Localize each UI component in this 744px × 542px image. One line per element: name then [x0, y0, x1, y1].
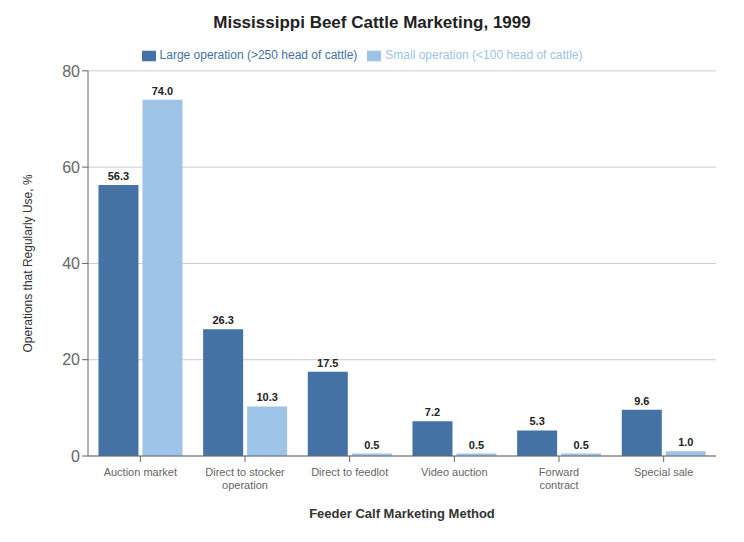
svg-text:20: 20	[62, 351, 80, 368]
svg-text:10.3: 10.3	[256, 391, 277, 403]
svg-text:7.2: 7.2	[425, 406, 440, 418]
svg-text:Auction market: Auction market	[104, 466, 177, 478]
html-text:Large operation (>250 head of: Large operation (>250 head of cattle)	[159, 48, 358, 62]
svg-text:Direct to stockeroperation: Direct to stockeroperation	[205, 466, 285, 491]
svg-text:Forwardcontract: Forwardcontract	[539, 466, 579, 491]
svg-text:Special sale: Special sale	[634, 466, 693, 478]
svg-text:26.3: 26.3	[212, 314, 233, 326]
svg-text:Feeder Calf Marketing Method: Feeder Calf Marketing Method	[309, 506, 495, 521]
svg-text:0.5: 0.5	[573, 439, 588, 451]
svg-text:56.3: 56.3	[108, 170, 129, 182]
svg-text:Video auction: Video auction	[421, 466, 487, 478]
svg-text:17.5: 17.5	[317, 357, 338, 369]
svg-text:9.6: 9.6	[634, 395, 649, 407]
svg-text:40: 40	[62, 255, 80, 272]
svg-text:5.3: 5.3	[529, 415, 544, 427]
svg-text:1.0: 1.0	[678, 436, 693, 448]
svg-text:Operations that Regularly Use,: Operations that Regularly Use, %	[21, 174, 35, 352]
svg-text:80: 80	[62, 63, 80, 80]
svg-text:0: 0	[71, 448, 80, 465]
svg-text:0.5: 0.5	[364, 439, 379, 451]
html-text:Small operation (<100 head of: Small operation (<100 head of cattle)	[385, 48, 583, 62]
svg-text:Direct to feedlot: Direct to feedlot	[311, 466, 388, 478]
svg-text:0.5: 0.5	[469, 439, 484, 451]
svg-text:74.0: 74.0	[152, 85, 173, 97]
svg-text:60: 60	[62, 159, 80, 176]
html-text:Mississippi Beef Cattle Market: Mississippi Beef Cattle Marketing, 1999	[213, 13, 531, 32]
